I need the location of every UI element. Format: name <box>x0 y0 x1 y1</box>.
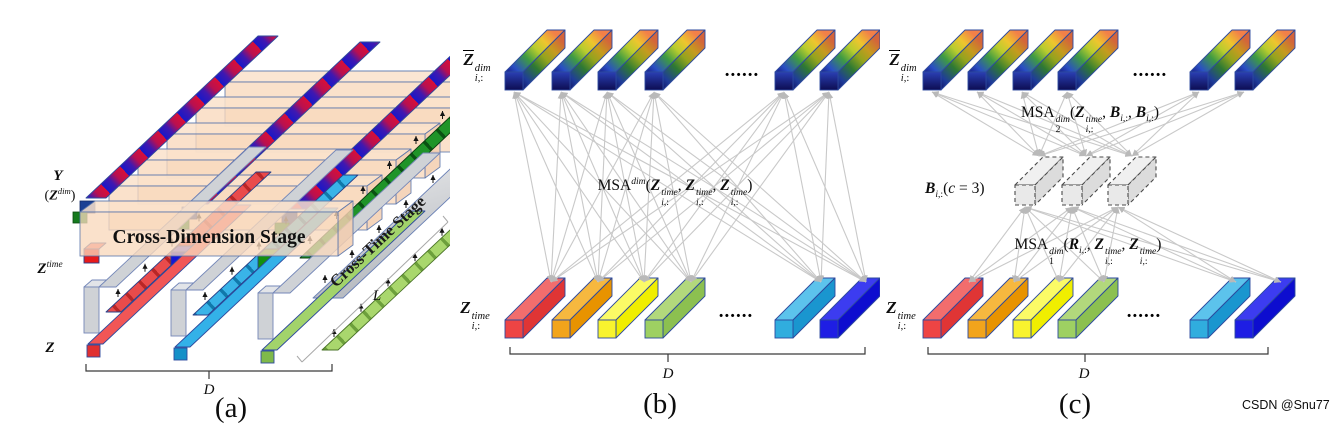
panel-b-diagram <box>504 29 880 362</box>
label-z-dim: (Zdim) <box>44 186 76 204</box>
watermark: CSDN @Snu77 <box>1242 398 1330 412</box>
label-y: Y <box>53 168 63 184</box>
dim-d-b: D <box>662 366 674 382</box>
dim-d-a: D <box>203 382 215 398</box>
d-brace-c <box>927 347 1269 362</box>
ellipsis-top-b: ...... <box>724 60 760 81</box>
panel-c-diagram <box>922 29 1296 362</box>
caption-a: (a) <box>214 392 248 424</box>
ellipsis-top-c: ...... <box>1132 60 1168 81</box>
cross-dimension-stage-label: Cross-Dimension Stage <box>112 227 305 248</box>
panel-a-diagram: Cross-Dimension Stage Cross-Time Stage <box>72 35 450 379</box>
caption-c: (c) <box>1058 388 1092 420</box>
caption-b: (b) <box>643 388 677 420</box>
dim-d-c: D <box>1078 366 1090 382</box>
front-stage-box <box>79 200 354 257</box>
router-boxes <box>1014 156 1157 206</box>
label-router: Bi,:(c = 3) <box>925 180 985 201</box>
d-brace-b <box>509 347 866 362</box>
ellipsis-bottom-c: ...... <box>1126 301 1162 322</box>
d-brace-a <box>85 364 333 379</box>
formula-msa2: MSA dim 2 (Z time i,:, Bi,:, Bi,:) <box>1020 104 1160 135</box>
label-z-time-a: Ztime <box>37 260 63 277</box>
ellipsis-bottom-b: ...... <box>718 301 754 322</box>
l-bracket <box>296 215 449 363</box>
dim-l: L <box>372 288 382 304</box>
label-z: Z <box>45 340 55 356</box>
panel-c-attention-lines <box>931 91 1282 284</box>
panel-b-attention-lines <box>512 91 868 283</box>
